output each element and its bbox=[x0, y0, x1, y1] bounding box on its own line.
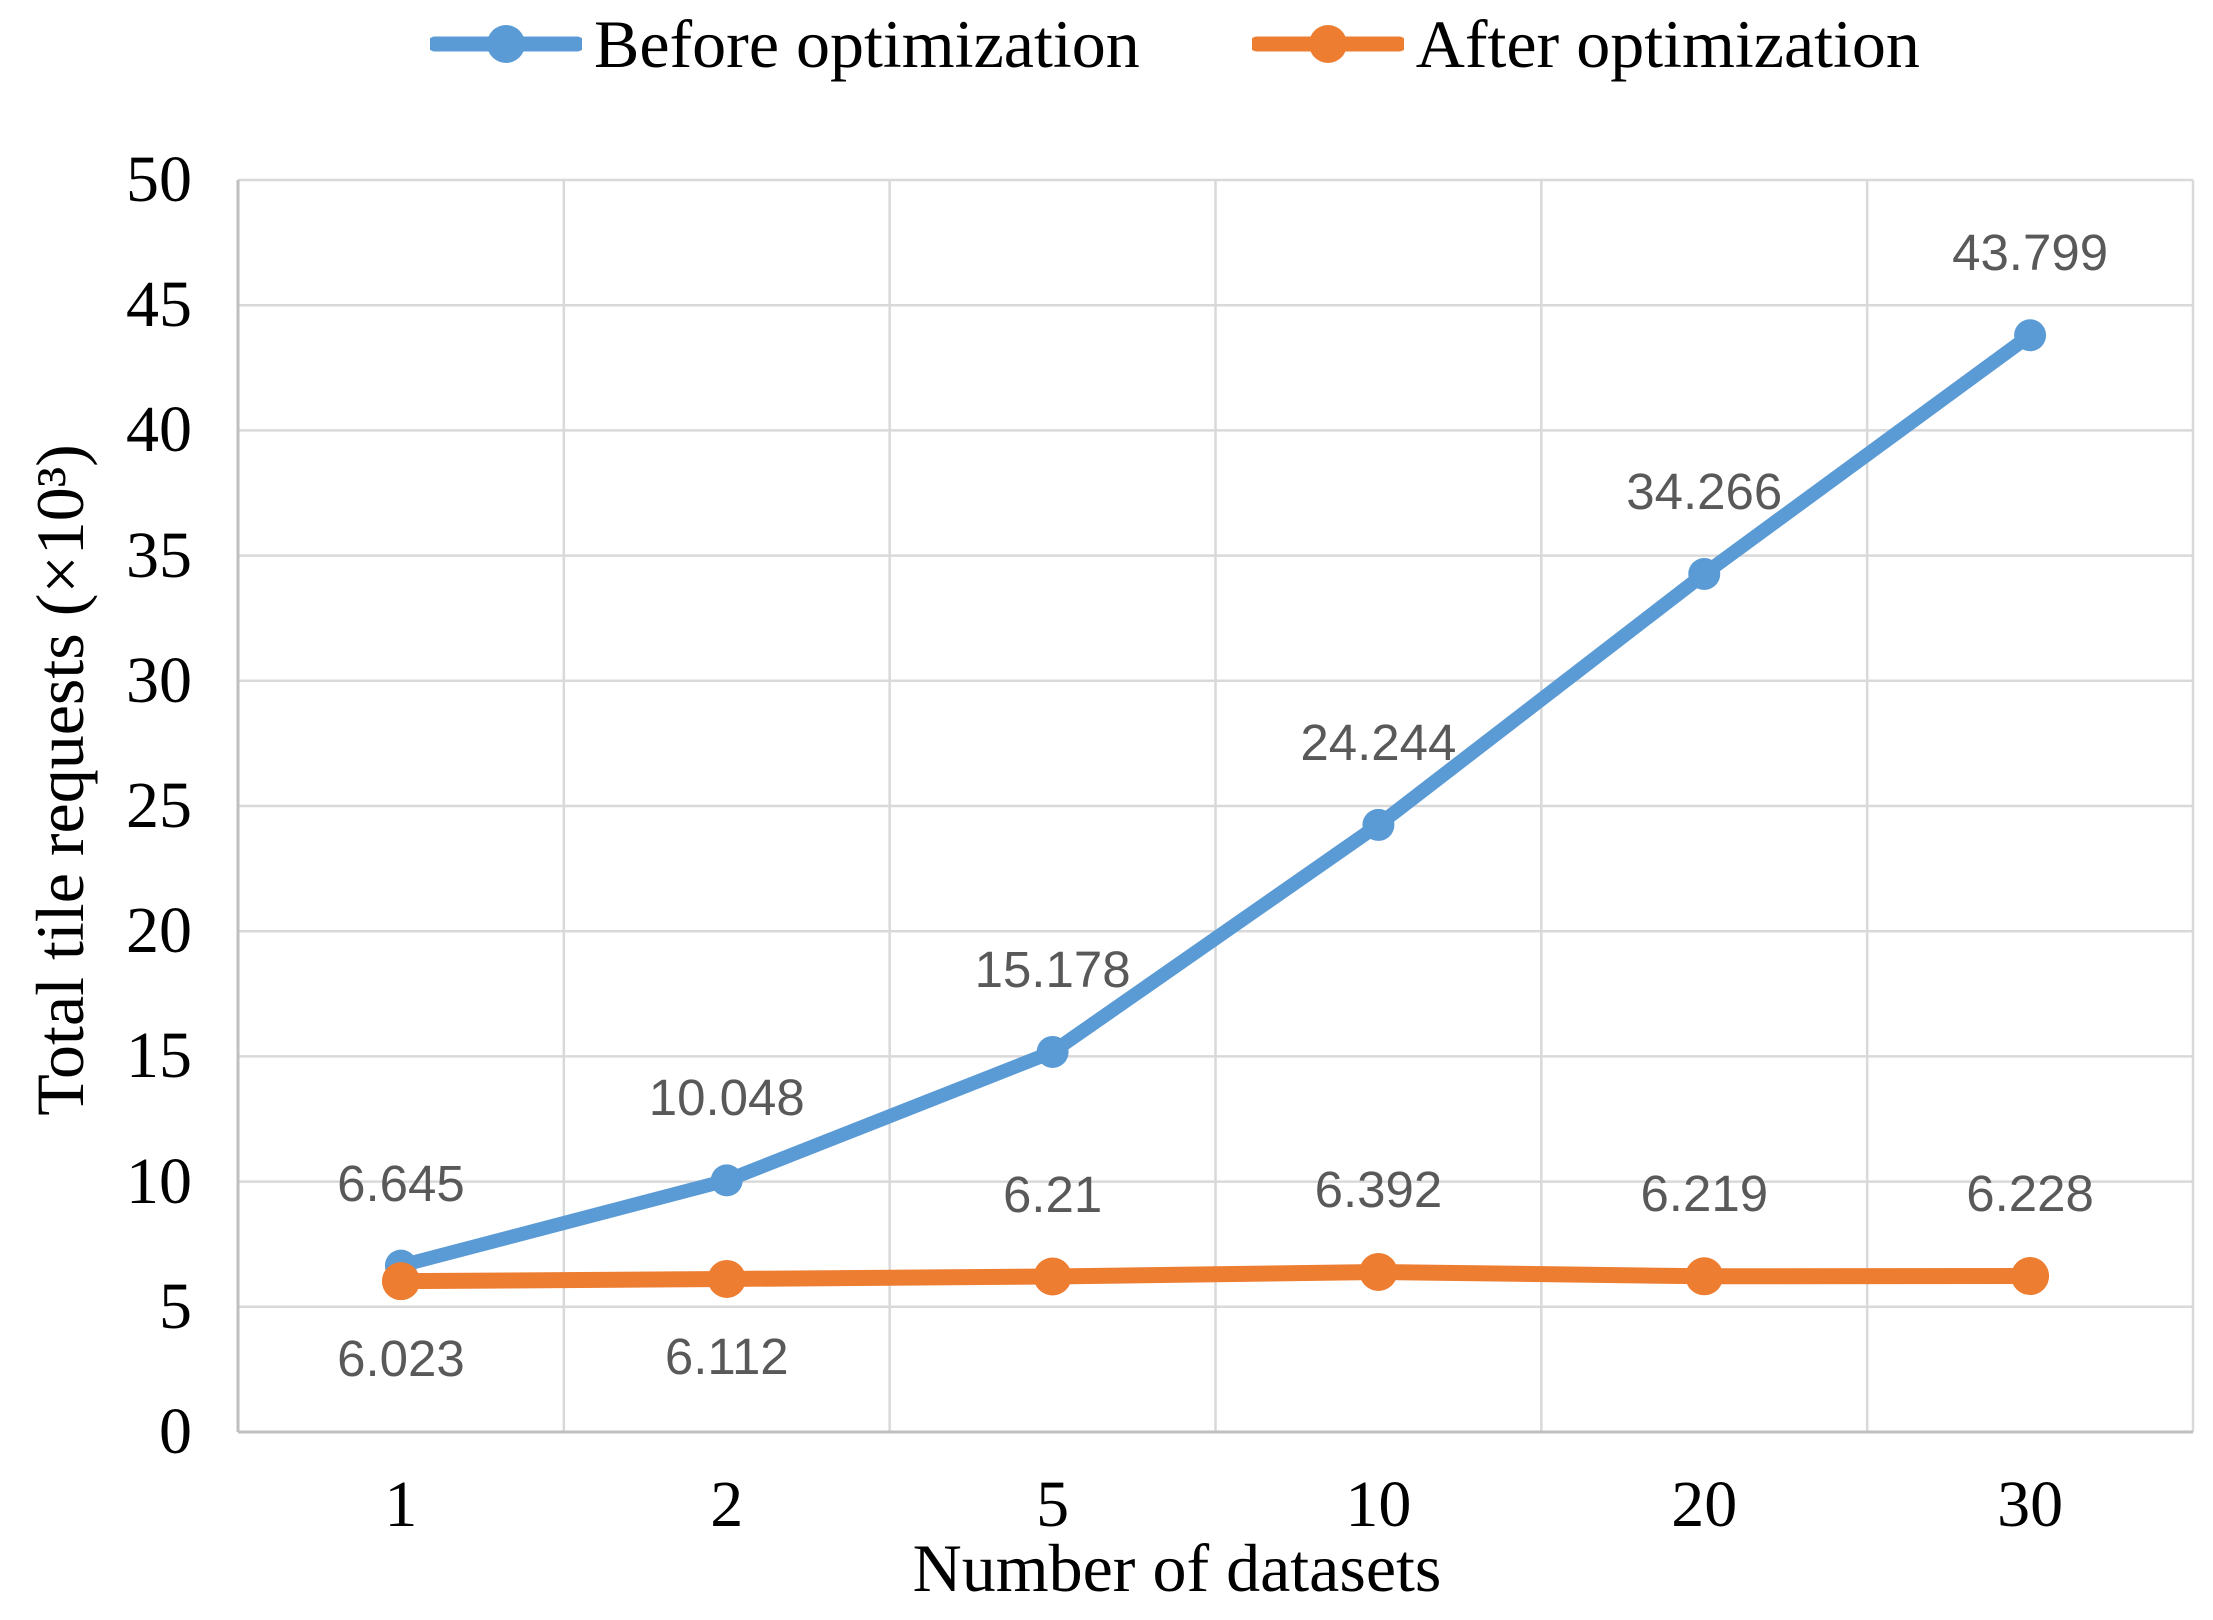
x-tick-label: 2 bbox=[710, 1468, 744, 1541]
data-point-marker bbox=[1359, 1252, 1398, 1291]
y-tick-label: 20 bbox=[126, 894, 192, 968]
y-tick-label: 15 bbox=[126, 1019, 192, 1093]
data-point-marker bbox=[1362, 808, 1395, 841]
data-point-marker bbox=[1036, 1035, 1069, 1068]
y-tick-label: 0 bbox=[159, 1395, 192, 1468]
data-point-marker bbox=[710, 1164, 743, 1197]
y-tick-label: 40 bbox=[126, 393, 192, 467]
y-tick-label: 25 bbox=[126, 769, 192, 842]
y-tick-label: 5 bbox=[159, 1269, 192, 1343]
legend-item-before-optimization: Before optimization bbox=[430, 2, 1140, 86]
legend-item-after-optimization: After optimization bbox=[1251, 2, 1920, 86]
legend: Before optimization After optimization bbox=[430, 2, 1920, 86]
data-label: 6.645 bbox=[337, 1154, 465, 1212]
y-tick-label: 35 bbox=[126, 518, 192, 592]
x-tick-label: 20 bbox=[1671, 1468, 1738, 1541]
data-label: 15.178 bbox=[974, 940, 1131, 998]
data-label: 24.244 bbox=[1300, 713, 1457, 771]
data-point-marker bbox=[1685, 1257, 1724, 1296]
data-point-marker bbox=[1688, 557, 1721, 590]
data-label: 6.219 bbox=[1640, 1165, 1769, 1223]
x-axis-title: Number of datasets bbox=[912, 1530, 1442, 1606]
data-point-marker bbox=[707, 1259, 746, 1298]
line-marker-swatch-icon bbox=[430, 25, 582, 63]
y-tick-label: 45 bbox=[126, 268, 192, 342]
series-line-1 bbox=[392, 1263, 2039, 1290]
data-label: 6.112 bbox=[664, 1327, 789, 1385]
x-tick-label: 10 bbox=[1345, 1468, 1412, 1541]
x-tick-label: 30 bbox=[1997, 1468, 2064, 1541]
series-line-0 bbox=[393, 328, 2038, 1273]
data-point-marker bbox=[381, 1262, 420, 1301]
data-label: 6.228 bbox=[1966, 1165, 2094, 1223]
x-tick-label: 5 bbox=[1036, 1468, 1070, 1541]
y-tick-label: 50 bbox=[126, 143, 192, 216]
data-point-marker bbox=[2014, 319, 2047, 352]
data-label: 10.048 bbox=[648, 1069, 805, 1127]
line-marker-swatch-icon bbox=[1251, 25, 1404, 63]
data-label: 34.266 bbox=[1626, 462, 1783, 520]
y-tick-label: 30 bbox=[126, 643, 192, 717]
y-tick-label: 10 bbox=[126, 1144, 192, 1218]
data-label: 6.023 bbox=[337, 1330, 465, 1388]
data-point-marker bbox=[1033, 1257, 1072, 1296]
data-label: 6.21 bbox=[1002, 1165, 1103, 1223]
legend-label: Before optimization bbox=[594, 6, 1140, 82]
legend-label: After optimization bbox=[1415, 6, 1920, 82]
x-tick-label: 1 bbox=[384, 1468, 418, 1541]
data-point-marker bbox=[2011, 1257, 2050, 1296]
data-label: 6.392 bbox=[1314, 1160, 1443, 1218]
data-label: 43.799 bbox=[1952, 224, 2109, 282]
